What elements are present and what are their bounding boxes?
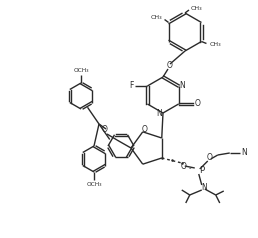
Text: F: F [129, 81, 134, 90]
Text: N: N [180, 81, 186, 90]
Text: OCH₃: OCH₃ [86, 183, 102, 188]
Text: N: N [156, 109, 162, 118]
Text: P: P [199, 167, 204, 175]
Text: CH₃: CH₃ [209, 42, 221, 47]
Text: OCH₃: OCH₃ [73, 68, 89, 73]
Text: O: O [195, 99, 200, 109]
Text: O: O [142, 125, 148, 134]
Text: CH₃: CH₃ [151, 15, 163, 20]
Text: -: - [189, 165, 191, 171]
Text: O: O [181, 163, 187, 172]
Text: N: N [201, 183, 207, 193]
Text: O: O [167, 60, 173, 69]
Text: O: O [102, 125, 108, 134]
Text: CH₃: CH₃ [191, 5, 203, 10]
Text: N: N [241, 149, 247, 158]
Text: O: O [207, 154, 213, 163]
